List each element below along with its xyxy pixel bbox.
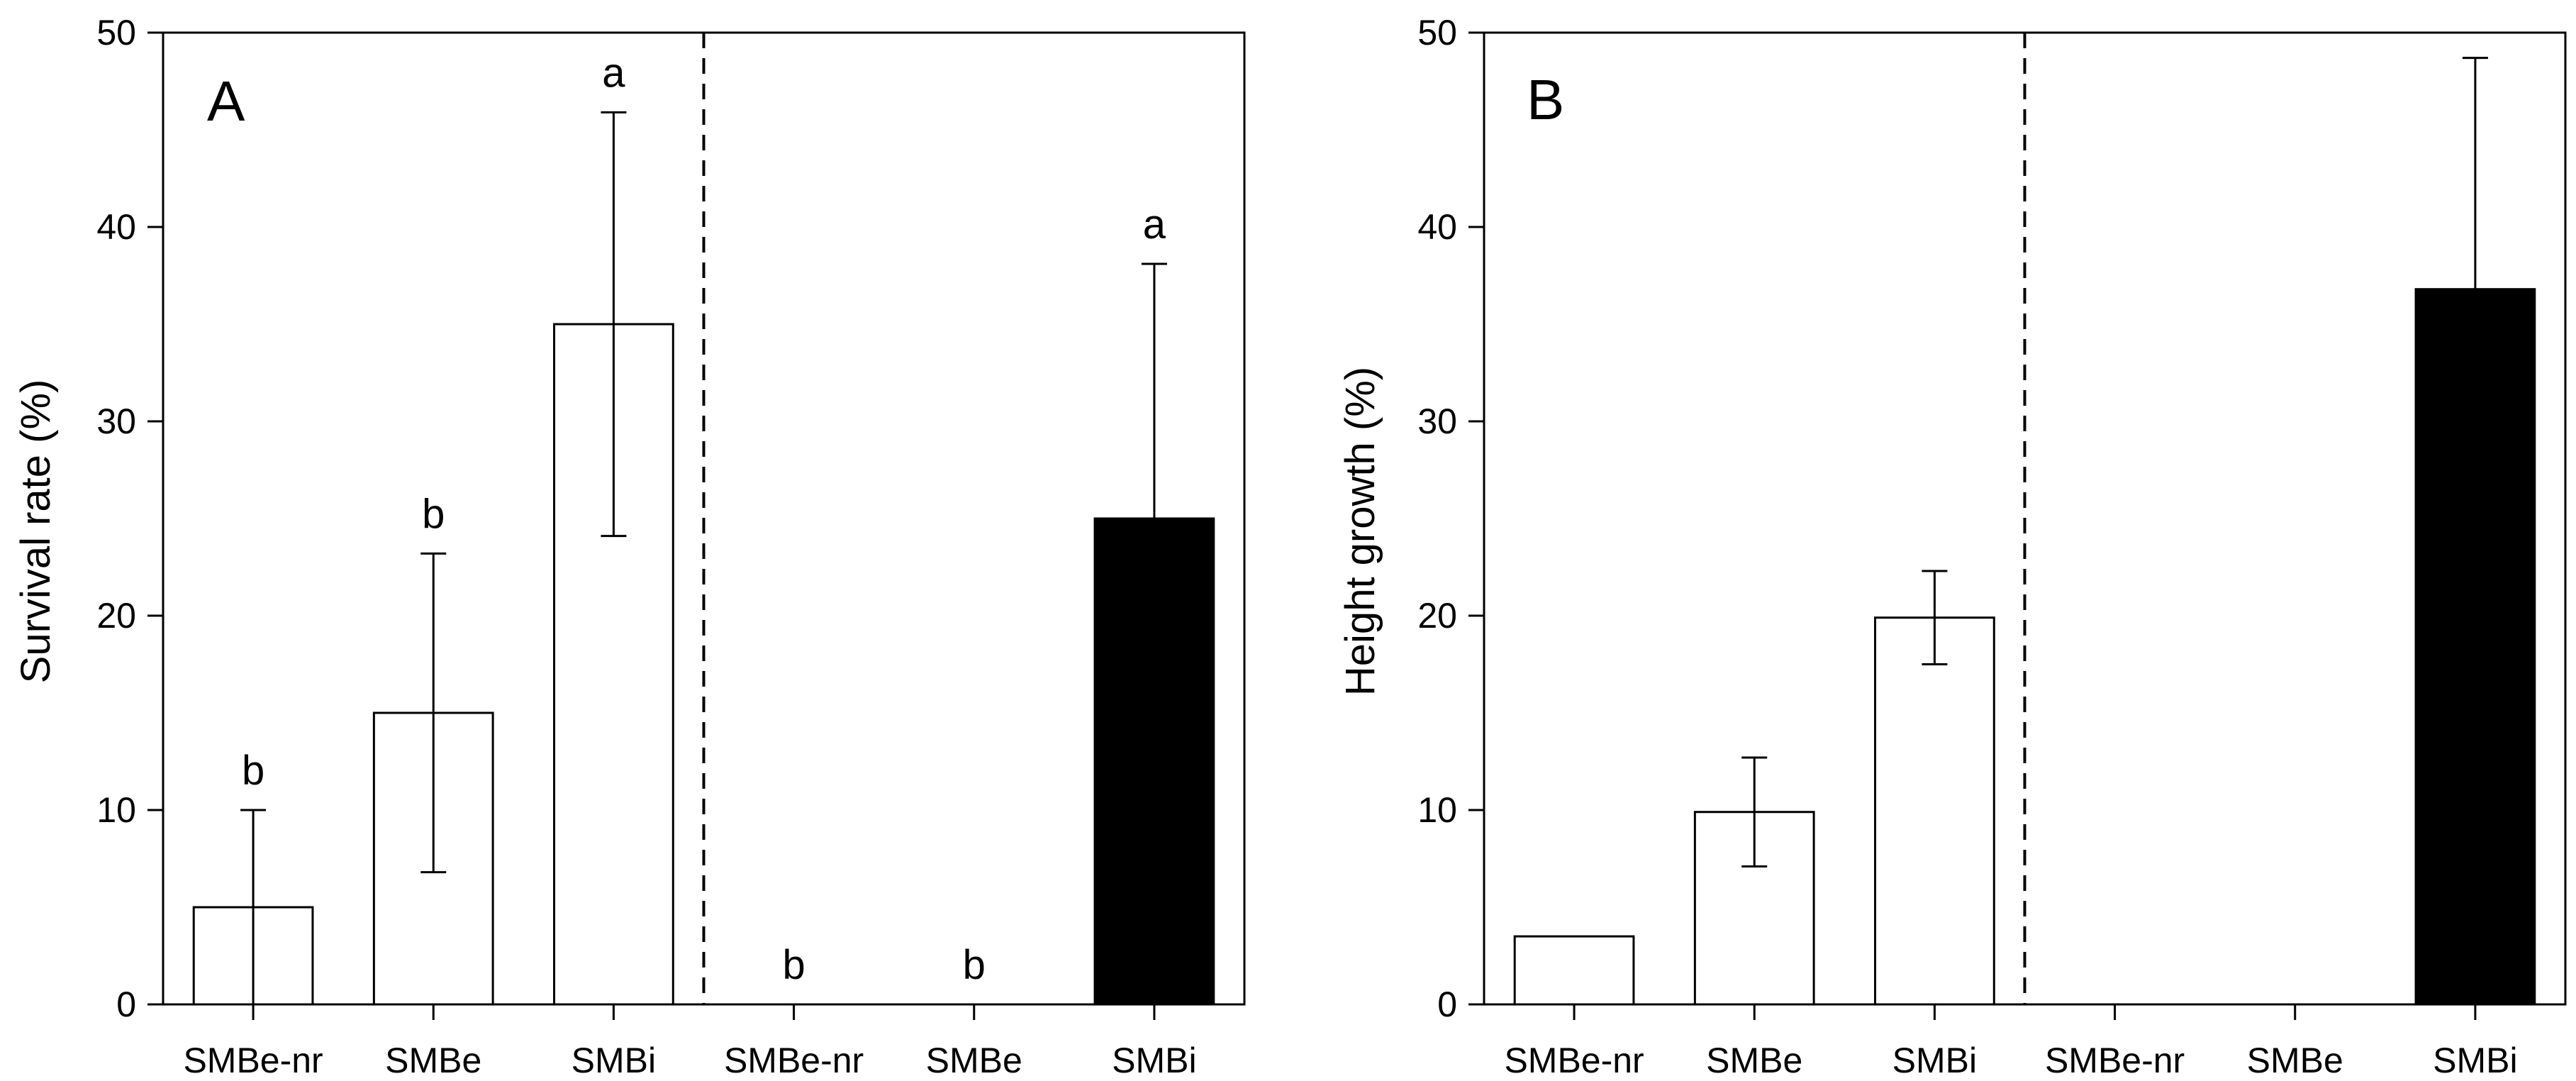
y-tick-label: 10 bbox=[1417, 790, 1457, 830]
x-category-label: SMBi bbox=[1892, 1041, 1977, 1080]
y-tick-label: 0 bbox=[1437, 985, 1457, 1024]
y-tick-label: 50 bbox=[1417, 13, 1457, 52]
bar-1 bbox=[1513, 935, 1635, 1006]
y-tick-label: 30 bbox=[96, 401, 136, 441]
panel-label: A bbox=[207, 70, 245, 133]
y-tick-label: 50 bbox=[96, 13, 136, 52]
panel-label: B bbox=[1527, 68, 1564, 131]
significance-letter: a bbox=[602, 50, 625, 96]
chart-panel-b: 0 10 20 30 40 50 Height growth (%) B SMBe-nr SMBe… bbox=[1337, 13, 2567, 1080]
y-tick-label: 40 bbox=[96, 207, 136, 247]
y-tick-label: 0 bbox=[116, 985, 136, 1024]
x-category-label: SMBe bbox=[2247, 1041, 2343, 1080]
significance-letter: b bbox=[782, 942, 805, 988]
x-category-label: SMBe bbox=[1706, 1041, 1802, 1080]
significance-letter: b bbox=[963, 942, 986, 988]
y-tick-label: 30 bbox=[1417, 401, 1457, 441]
y-tick-label: 10 bbox=[96, 790, 136, 830]
x-category-label: SMBi bbox=[1112, 1041, 1196, 1080]
significance-letter: b bbox=[242, 748, 264, 794]
bar-6 bbox=[2414, 288, 2536, 1006]
x-category-label: SMBi bbox=[2433, 1041, 2517, 1080]
x-category-label: SMBe bbox=[926, 1041, 1022, 1080]
x-category-label: SMBe-nr bbox=[1504, 1041, 1644, 1080]
bar-3 bbox=[1874, 616, 1995, 1006]
x-category-label: SMBe-nr bbox=[183, 1041, 323, 1080]
x-category-label: SMBe-nr bbox=[2045, 1041, 2185, 1080]
y-tick-label: 20 bbox=[96, 596, 136, 636]
chart-panel-a: 0 10 20 30 40 50 Survival rate (%) Ab SMBe-nr b SM… bbox=[13, 13, 1246, 1080]
x-category-label: SMBe-nr bbox=[724, 1041, 864, 1080]
significance-letter: a bbox=[1143, 201, 1166, 248]
bar-6 bbox=[1093, 517, 1215, 1006]
y-tick-label: 20 bbox=[1417, 596, 1457, 636]
x-category-label: SMBe bbox=[385, 1041, 481, 1080]
x-category-label: SMBi bbox=[571, 1041, 656, 1080]
y-tick-label: 40 bbox=[1417, 207, 1457, 247]
y-axis-title: Survival rate (%) bbox=[13, 379, 59, 684]
y-axis-title: Height growth (%) bbox=[1337, 367, 1383, 696]
significance-letter: b bbox=[422, 491, 445, 537]
